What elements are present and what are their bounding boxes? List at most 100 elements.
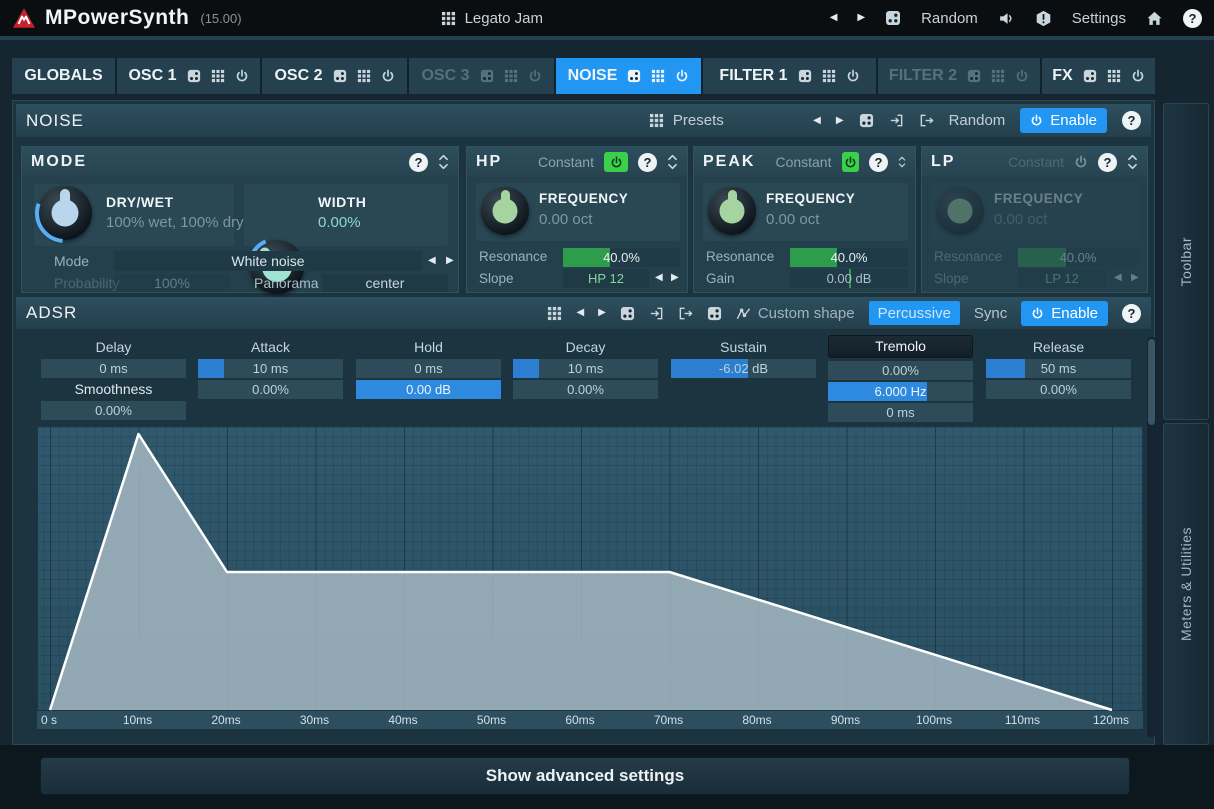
lp-mode-dropdown[interactable]: Constant xyxy=(1007,154,1064,170)
hp-slope-next-button[interactable]: ▶ xyxy=(671,272,679,283)
tremolo-dropdown[interactable]: Tremolo xyxy=(828,335,973,358)
import-icon[interactable] xyxy=(889,113,904,128)
hold-level-slider[interactable]: 0.00 dB xyxy=(356,380,501,399)
lp-frequency-knob[interactable] xyxy=(936,187,984,235)
hp-slope-prev-button[interactable]: ◀ xyxy=(655,272,663,283)
help-button[interactable]: ? xyxy=(1183,8,1202,28)
grid-icon[interactable] xyxy=(1107,69,1121,83)
peak-help-button[interactable]: ? xyxy=(868,152,888,172)
import-icon[interactable] xyxy=(649,306,664,321)
dice-icon[interactable] xyxy=(480,69,494,83)
hold-time-slider[interactable]: 0 ms xyxy=(356,359,501,378)
randomize-dice-icon[interactable] xyxy=(885,10,901,26)
noise-random-button[interactable]: Random xyxy=(948,112,1006,129)
peak-frequency-knob[interactable] xyxy=(708,187,756,235)
power-icon[interactable] xyxy=(846,69,860,83)
sidebar-tab-meters-utilities[interactable]: Meters & Utilities xyxy=(1163,423,1209,745)
attack-shape-slider[interactable]: 0.00% xyxy=(198,380,343,399)
dice-icon[interactable] xyxy=(620,306,635,321)
noise-help-button[interactable]: ? xyxy=(1122,111,1141,130)
preset-name[interactable]: Legato Jam xyxy=(464,9,543,27)
lp-slope-prev-button[interactable]: ◀ xyxy=(1114,272,1122,283)
scrollbar-handle[interactable] xyxy=(1148,339,1155,425)
noise-enable-button[interactable]: Enable xyxy=(1020,108,1107,133)
tab-osc1[interactable]: OSC 1 xyxy=(117,58,260,94)
power-icon[interactable] xyxy=(1131,69,1145,83)
dice-icon[interactable] xyxy=(707,306,722,321)
show-advanced-settings-button[interactable]: Show advanced settings xyxy=(40,757,1130,795)
grid-icon[interactable] xyxy=(649,113,664,128)
power-icon[interactable] xyxy=(675,69,689,83)
grid-icon[interactable] xyxy=(504,69,518,83)
prev-button[interactable]: ◀ xyxy=(813,114,821,126)
collapse-expand-icon[interactable] xyxy=(667,153,678,171)
peak-resonance-slider[interactable]: 40.0% xyxy=(790,248,908,267)
hp-power-button[interactable] xyxy=(604,152,628,172)
random-button[interactable]: Random xyxy=(921,9,978,27)
lp-slope-next-button[interactable]: ▶ xyxy=(1131,272,1139,283)
hp-frequency-knob[interactable] xyxy=(481,187,529,235)
mode-dropdown[interactable]: White noise xyxy=(114,251,422,271)
home-icon[interactable] xyxy=(1146,10,1163,27)
presets-grid-icon[interactable] xyxy=(441,11,456,26)
tremolo-fade-slider[interactable]: 0 ms xyxy=(828,403,973,422)
grid-icon[interactable] xyxy=(991,69,1005,83)
power-icon[interactable] xyxy=(528,69,542,83)
mode-prev-button[interactable]: ◀ xyxy=(428,255,436,266)
peak-mode-dropdown[interactable]: Constant xyxy=(775,154,832,170)
tab-osc2[interactable]: OSC 2 xyxy=(262,58,407,94)
grid-icon[interactable] xyxy=(822,69,836,83)
grid-icon[interactable] xyxy=(357,69,371,83)
lp-help-button[interactable]: ? xyxy=(1098,152,1117,172)
dice-icon[interactable] xyxy=(187,69,201,83)
grid-icon[interactable] xyxy=(211,69,225,83)
dice-icon[interactable] xyxy=(859,113,874,128)
decay-time-slider[interactable]: 10 ms xyxy=(513,359,658,378)
audio-speaker-icon[interactable] xyxy=(998,10,1015,27)
adsr-next-button[interactable]: ▶ xyxy=(598,307,606,318)
panorama-field[interactable]: center xyxy=(322,274,448,292)
release-shape-slider[interactable]: 0.00% xyxy=(986,380,1131,399)
adsr-prev-button[interactable]: ◀ xyxy=(576,307,585,318)
dice-icon[interactable] xyxy=(1083,69,1097,83)
export-icon[interactable] xyxy=(678,306,693,321)
global-preset-selector[interactable]: Legato Jam xyxy=(441,10,543,27)
tab-osc3[interactable]: OSC 3 xyxy=(409,58,554,94)
dice-icon[interactable] xyxy=(333,69,347,83)
collapse-expand-icon[interactable] xyxy=(438,153,449,171)
power-icon[interactable] xyxy=(381,69,395,83)
hp-slope-dropdown[interactable]: HP 12 xyxy=(563,269,649,288)
power-icon[interactable] xyxy=(235,69,249,83)
tab-filter2[interactable]: FILTER 2 xyxy=(878,58,1040,94)
lp-slope-dropdown[interactable]: LP 12 xyxy=(1018,269,1106,288)
tremolo-depth-slider[interactable]: 0.00% xyxy=(828,361,973,380)
tab-fx[interactable]: FX xyxy=(1042,58,1155,94)
grid-icon[interactable] xyxy=(547,306,562,321)
next-button[interactable]: ▶ xyxy=(835,114,844,126)
sidebar-tab-toolbar[interactable]: Toolbar xyxy=(1163,103,1209,420)
tab-globals[interactable]: GLOBALS xyxy=(12,58,115,94)
hp-help-button[interactable]: ? xyxy=(638,152,657,172)
smoothness-slider[interactable]: 0.00% xyxy=(41,401,186,420)
percussive-button[interactable]: Percussive xyxy=(868,301,960,325)
alert-hexagon-icon[interactable] xyxy=(1035,10,1052,27)
grid-icon[interactable] xyxy=(651,69,665,83)
prev-preset-button[interactable]: ◀ xyxy=(829,12,838,23)
sync-button[interactable]: Sync xyxy=(973,304,1008,322)
hp-mode-dropdown[interactable]: Constant xyxy=(537,154,594,170)
delay-time-slider[interactable]: 0 ms xyxy=(41,359,186,378)
mode-help-button[interactable]: ? xyxy=(409,152,428,172)
decay-shape-slider[interactable]: 0.00% xyxy=(513,380,658,399)
dice-icon[interactable] xyxy=(627,69,641,83)
hp-resonance-slider[interactable]: 40.0% xyxy=(563,248,680,267)
release-time-slider[interactable]: 50 ms xyxy=(986,359,1131,378)
collapse-expand-icon[interactable] xyxy=(898,153,906,171)
adsr-envelope-chart[interactable] xyxy=(37,426,1143,712)
attack-time-slider[interactable]: 10 ms xyxy=(198,359,343,378)
drywet-knob[interactable] xyxy=(35,183,95,243)
export-icon[interactable] xyxy=(919,113,934,128)
tremolo-rate-slider[interactable]: 6.000 Hz xyxy=(828,382,973,401)
adsr-enable-button[interactable]: Enable xyxy=(1021,300,1108,326)
peak-power-button[interactable] xyxy=(841,152,859,172)
sustain-level-slider[interactable]: -6.02 dB xyxy=(671,359,816,378)
